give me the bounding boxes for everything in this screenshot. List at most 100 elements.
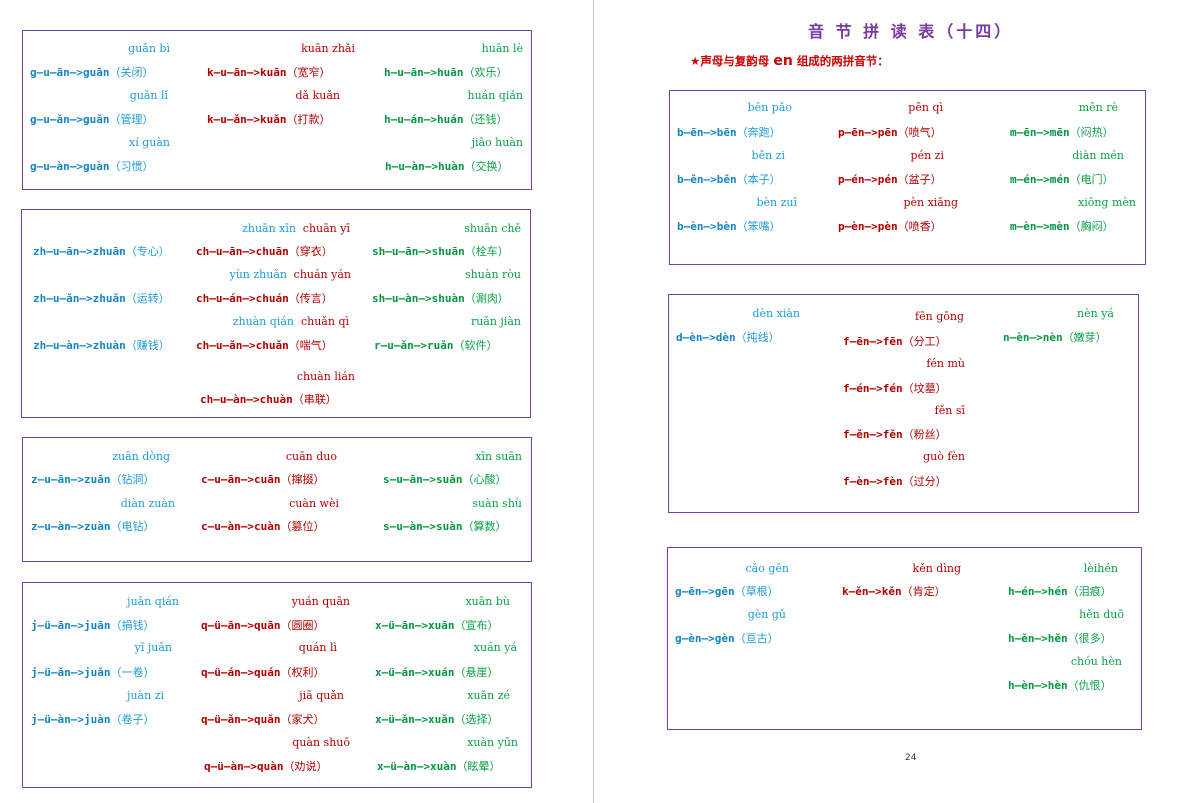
spelling-sequence: m—ēn—>mēn <box>1010 126 1070 139</box>
spelling-sequence: x—ü—ān—>xuān <box>375 619 455 632</box>
pinyin-word: fēn gōng <box>915 310 964 323</box>
spelling-row: ch—u—ān—>chuān（穿衣） <box>196 244 333 259</box>
box-en-b-p-m <box>669 90 1146 265</box>
pinyin-word: zhuān xīn <box>242 222 296 235</box>
spelling-sequence: j—ü—ǎn—>juǎn <box>31 666 111 679</box>
spelling-sequence: g—ēn—>gēn <box>675 585 735 598</box>
chinese-word: （钻洞） <box>110 473 155 486</box>
spelling-row: sh—u—àn—>shuàn（涮肉） <box>372 291 509 306</box>
pinyin-word: bēn pǎo <box>747 101 792 114</box>
spelling-row: d—èn—>dèn（扽线） <box>676 330 780 345</box>
pinyin-word: dǎ kuǎn <box>295 89 341 102</box>
spelling-row: h—èn—>hèn（仇恨） <box>1008 678 1112 693</box>
spelling-sequence: p—én—>pén <box>838 173 898 186</box>
spelling-row: z—u—àn—>zuàn（电钻） <box>31 519 154 534</box>
spelling-sequence: q—ü—án—>quán <box>201 666 281 679</box>
pinyin-word: xuàn yūn <box>467 736 518 749</box>
chinese-word: （闷热） <box>1069 126 1114 139</box>
spelling-row: j—ü—ǎn—>juǎn（一卷） <box>31 665 154 680</box>
spelling-sequence: j—ü—ān—>juān <box>31 619 111 632</box>
chinese-word: （草根） <box>734 585 779 598</box>
spelling-row: n—èn—>nèn（嫩芽） <box>1003 330 1107 345</box>
chinese-word: （选择） <box>454 713 499 726</box>
spelling-sequence: zh—u—ān—>zhuān <box>33 245 126 258</box>
spelling-row: zh—u—àn—>zhuàn（赚钱） <box>33 338 170 353</box>
pinyin-word: lèihén <box>1083 562 1118 575</box>
box-en-g-k-h <box>667 547 1142 730</box>
pinyin-word: diàn zuàn <box>120 497 175 510</box>
chinese-word: （欢乐） <box>463 66 508 79</box>
chinese-word: （栓车） <box>464 245 509 258</box>
spelling-row: c—u—ān—>cuān（撺掇） <box>201 472 324 487</box>
spelling-row: g—ēn—>gēn（草根） <box>675 584 779 599</box>
spelling-row: k—u—ǎn—>kuǎn（打款） <box>207 112 330 127</box>
spelling-sequence: x—ü—àn—>xuàn <box>377 760 457 773</box>
spelling-sequence: z—u—àn—>zuàn <box>31 520 111 533</box>
spelling-sequence: sh—u—àn—>shuàn <box>372 292 465 305</box>
spelling-row: s—u—àn—>suàn（算数） <box>383 519 506 534</box>
pinyin-word: yùn zhuǎn <box>229 268 288 281</box>
chinese-word: （泪痕） <box>1067 585 1112 598</box>
chinese-word: （劝说） <box>283 760 328 773</box>
spelling-row: h—u—àn—>huàn（交换） <box>385 159 508 174</box>
chinese-word: （喘气） <box>288 339 333 352</box>
chinese-word: （仇恨） <box>1067 679 1112 692</box>
spelling-sequence: h—u—án—>huán <box>384 113 464 126</box>
chinese-word: （涮肉） <box>464 292 509 305</box>
chinese-word: （打款） <box>286 113 331 126</box>
spelling-row: f—ēn—>fēn（分工） <box>843 334 947 349</box>
spelling-sequence: f—ēn—>fēn <box>843 335 903 348</box>
chinese-word: （宽窄） <box>286 66 331 79</box>
spelling-sequence: g—u—àn—>guàn <box>30 160 110 173</box>
spelling-sequence: h—u—àn—>huàn <box>385 160 465 173</box>
pinyin-word: xuán yá <box>473 641 517 654</box>
pinyin-word: huán qián <box>467 89 523 102</box>
chinese-word: （关闭） <box>109 66 154 79</box>
chinese-word: （肯定） <box>901 585 946 598</box>
spelling-row: m—én—>mén（电门） <box>1010 172 1114 187</box>
spelling-row: q—ü—ǎn—>quǎn（家犬） <box>201 712 324 727</box>
spelling-row: zh—u—ǎn—>zhuǎn（运转） <box>33 291 170 306</box>
pinyin-word: guǎn lǐ <box>129 89 168 102</box>
spelling-sequence: zh—u—àn—>zhuàn <box>33 339 126 352</box>
spelling-sequence: m—én—>mén <box>1010 173 1070 186</box>
chinese-word: （串联） <box>292 393 337 406</box>
spelling-row: k—u—ān—>kuān（宽窄） <box>207 65 330 80</box>
pinyin-word: quàn shuō <box>292 736 350 749</box>
pinyin-word: cuàn wèi <box>289 497 339 510</box>
spelling-row: zh—u—ān—>zhuān（专心） <box>33 244 170 259</box>
pinyin-word: bèn zuǐ <box>756 196 797 209</box>
spelling-row: c—u—àn—>cuàn（篡位） <box>201 519 324 534</box>
page-divider <box>593 0 594 803</box>
spelling-sequence: h—én—>hén <box>1008 585 1068 598</box>
box-uan-z-c-s <box>22 437 532 562</box>
spelling-sequence: r—u—ǎn—>ruǎn <box>374 339 454 352</box>
spelling-sequence: x—ü—ǎn—>xuǎn <box>375 713 455 726</box>
spelling-row: g—u—àn—>guàn（习惯） <box>30 159 153 174</box>
spelling-row: p—ēn—>pēn（喷气） <box>838 125 942 140</box>
spelling-sequence: zh—u—ǎn—>zhuǎn <box>33 292 126 305</box>
pinyin-word: nèn yá <box>1077 307 1114 320</box>
spelling-sequence: k—ěn—>kěn <box>842 585 902 598</box>
pinyin-word: dèn xiàn <box>752 307 801 320</box>
section-subtitle: ★声母与复韵母 en 组成的两拼音节： <box>690 53 889 69</box>
spelling-sequence: f—ěn—>fěn <box>843 428 903 441</box>
chinese-word: （圆圈） <box>280 619 325 632</box>
pinyin-word: fén mù <box>926 357 965 370</box>
chinese-word: （眩晕） <box>456 760 501 773</box>
chinese-word: （赚钱） <box>125 339 170 352</box>
spelling-row: p—én—>pén（盆子） <box>838 172 942 187</box>
spelling-row: x—ü—ān—>xuān（宣布） <box>375 618 498 633</box>
spelling-row: r—u—ǎn—>ruǎn（软件） <box>374 338 497 353</box>
pinyin-word: shuān chē <box>464 222 521 235</box>
spelling-sequence: ch—u—án—>chuán <box>196 292 289 305</box>
spelling-row: b—ěn—>běn（本子） <box>677 172 781 187</box>
chinese-word: （家犬） <box>280 713 325 726</box>
spelling-row: p—èn—>pèn（喷香） <box>838 219 942 234</box>
spelling-sequence: ch—u—ǎn—>chuǎn <box>196 339 289 352</box>
pinyin-word: xiōng mèn <box>1078 196 1136 209</box>
spelling-sequence: h—èn—>hèn <box>1008 679 1068 692</box>
chinese-word: （篡位） <box>280 520 325 533</box>
pinyin-word: xuǎn zé <box>467 689 510 702</box>
chinese-word: （喷香） <box>897 220 942 233</box>
